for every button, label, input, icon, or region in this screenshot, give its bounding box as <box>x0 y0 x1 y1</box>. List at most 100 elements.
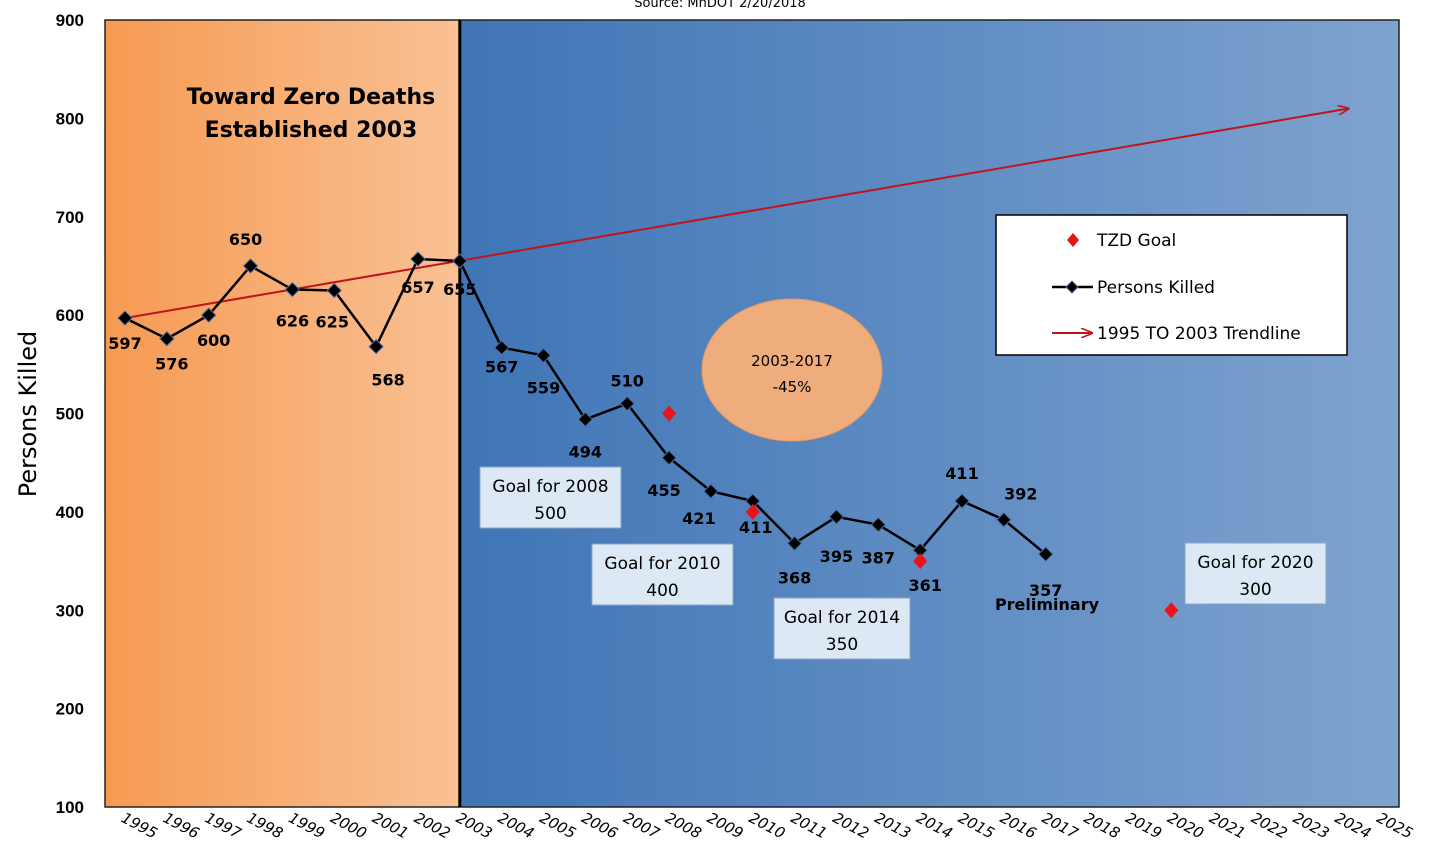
persons-killed-data-label: 494 <box>569 442 602 461</box>
y-tick-label: 600 <box>56 306 84 325</box>
persons-killed-point <box>200 307 217 323</box>
persons-killed-point <box>703 483 719 499</box>
persons-killed-point <box>326 282 342 299</box>
goal-box-title: Goal for 2020 <box>1197 553 1313 573</box>
x-tick-label: 2001 <box>369 809 411 843</box>
persons-killed-data-label: 357 <box>1029 581 1062 600</box>
x-tick-label: 2003 <box>453 809 495 843</box>
persons-killed-data-label: 568 <box>371 371 404 390</box>
x-tick-label: 2025 <box>1374 809 1416 843</box>
x-tick-label: 1999 <box>286 809 328 843</box>
persons-killed-data-label: 657 <box>401 278 434 297</box>
y-tick-label: 700 <box>56 208 84 227</box>
legend-trend-label: 1995 TO 2003 Trendline <box>1097 324 1301 344</box>
preliminary-label: Preliminary <box>995 595 1100 614</box>
x-tick-label: 2019 <box>1123 809 1165 843</box>
persons-killed-point <box>368 338 384 355</box>
x-tick-label: 2006 <box>579 809 621 843</box>
reduction-oval-period: 2003-2017 <box>751 352 833 370</box>
reduction-oval <box>701 298 883 442</box>
persons-killed-point <box>786 535 803 552</box>
x-tick-label: 1998 <box>244 809 286 843</box>
tzd-goal-markers <box>662 405 1179 619</box>
tzd-goal-point <box>1164 602 1179 619</box>
goal-box-value: 400 <box>646 581 678 601</box>
x-tick-label: 2022 <box>1248 809 1290 843</box>
y-tick-label: 200 <box>56 700 84 719</box>
persons-killed-point <box>619 395 635 412</box>
persons-killed-point <box>996 512 1012 528</box>
persons-killed-data-label: 361 <box>908 576 941 595</box>
goal-box <box>479 466 622 529</box>
x-tick-label: 2004 <box>495 809 537 843</box>
persons-killed-point <box>870 516 887 533</box>
persons-killed-data-label: 559 <box>527 378 560 397</box>
persons-killed-point <box>242 258 259 274</box>
plot-frame <box>104 19 1400 808</box>
legend-goal-label: TZD Goal <box>1096 231 1176 251</box>
persons-killed-point <box>1037 546 1054 562</box>
persons-killed-data-label: 411 <box>945 464 978 483</box>
persons-killed-data-label: 392 <box>1004 485 1037 504</box>
legend-killed-marker <box>1065 280 1079 294</box>
persons-killed-point <box>493 339 510 356</box>
x-tick-label: 2002 <box>411 809 453 843</box>
goal-box-value: 300 <box>1239 580 1271 600</box>
legend-box <box>995 214 1348 356</box>
persons-killed-point <box>535 347 552 364</box>
goal-box-value: 500 <box>534 504 566 524</box>
persons-killed-data-label: 600 <box>197 331 230 350</box>
persons-killed-point <box>452 253 468 269</box>
x-tick-label: 2021 <box>1206 809 1248 843</box>
persons-killed-point <box>828 509 845 525</box>
x-tick-label: 2023 <box>1290 809 1332 843</box>
goal-box-value: 350 <box>826 635 858 655</box>
persons-killed-data-label: 626 <box>276 312 309 331</box>
goal-box-title: Goal for 2008 <box>492 477 608 497</box>
y-tick-label: 400 <box>56 503 84 522</box>
reduction-oval-percent: -45% <box>773 378 812 396</box>
persons-killed-point <box>954 493 970 509</box>
y-axis-label: Persons Killed <box>14 331 42 498</box>
x-tick-label: 2014 <box>913 809 955 843</box>
x-tick-label: 2015 <box>955 809 997 843</box>
legend: TZD Goal Persons Killed 1995 TO 2003 Tre… <box>995 214 1348 356</box>
persons-killed-point <box>117 310 133 326</box>
y-tick-label: 900 <box>56 11 84 30</box>
x-tick-label: 2000 <box>328 809 370 843</box>
x-tick-label: 2009 <box>704 809 746 843</box>
persons-killed-data-label: 510 <box>610 372 643 391</box>
x-tick-label: 2007 <box>620 809 663 843</box>
x-tick-label: 2016 <box>997 809 1039 843</box>
y-tick-label: 100 <box>56 798 84 817</box>
goal-box <box>1184 542 1327 605</box>
persons-killed-data-label: 625 <box>316 313 349 332</box>
x-tick-label: 2017 <box>1039 809 1082 843</box>
persons-killed-point <box>577 411 594 428</box>
tzd-goal-point <box>913 553 928 570</box>
chart-source: Source: MnDOT 2/20/2018 <box>634 0 806 11</box>
goal-boxes: Goal for 2008 500 Goal for 2010 400 Goal for… <box>479 466 1327 660</box>
x-tick-label: 2005 <box>537 809 579 843</box>
persons-killed-data-label: 597 <box>108 334 141 353</box>
persons-killed-data-label: 455 <box>647 481 680 500</box>
persons-killed-data-label: 395 <box>820 547 853 566</box>
x-tick-label: 1996 <box>160 809 202 843</box>
persons-killed-data-label: 421 <box>682 509 715 528</box>
trendline-arrow <box>124 109 1349 320</box>
tzd-band-title-line1: Toward Zero Deaths <box>187 85 435 110</box>
persons-killed-data-label: 650 <box>229 230 262 249</box>
x-tick-label: 2008 <box>662 809 704 843</box>
tzd-band-title-line2: Established 2003 <box>205 118 418 143</box>
persons-killed-point <box>159 331 175 347</box>
x-tick-label: 2013 <box>872 809 914 843</box>
persons-killed-labels: 597 576 600 650 626 625 568 657 655 567 559 494 510 4… <box>108 230 1062 600</box>
tzd-goal-point <box>745 503 760 520</box>
band-after-tzd <box>459 20 1399 807</box>
persons-killed-data-label: 411 <box>739 518 772 537</box>
x-tick-label: 1997 <box>202 809 245 843</box>
persons-killed-point <box>410 251 426 267</box>
persons-killed-data-label: 387 <box>862 549 895 568</box>
x-tick-label: 2020 <box>1165 809 1207 843</box>
